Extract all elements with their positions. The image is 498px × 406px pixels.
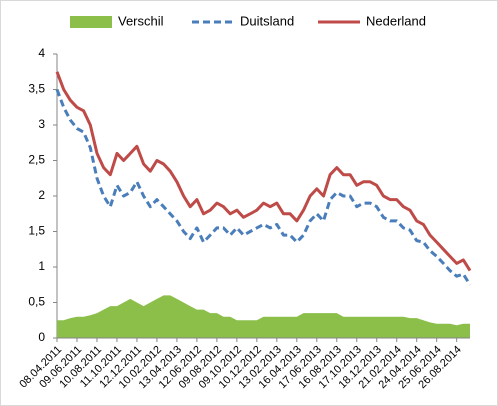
line	[55, 71, 472, 272]
y-tick-label: 1,5	[28, 224, 45, 238]
legend-label: Duitsland	[240, 13, 294, 28]
legend-label: Nederland	[366, 13, 426, 28]
y-tick-label: 4	[38, 46, 45, 60]
y-tick-label: 0	[38, 330, 45, 344]
y-tick-label: 2,5	[28, 153, 45, 167]
y-tick-label: 1	[38, 259, 45, 273]
area	[57, 295, 470, 338]
legend-label: Verschil	[118, 13, 164, 28]
y-tick-label: 0,5	[28, 295, 45, 309]
y-tick-label: 3,5	[28, 82, 45, 96]
y-tick-label: 2	[38, 188, 45, 202]
y-tick-label: 3	[38, 117, 45, 131]
legend-swatch	[70, 16, 112, 28]
line	[55, 88, 472, 286]
